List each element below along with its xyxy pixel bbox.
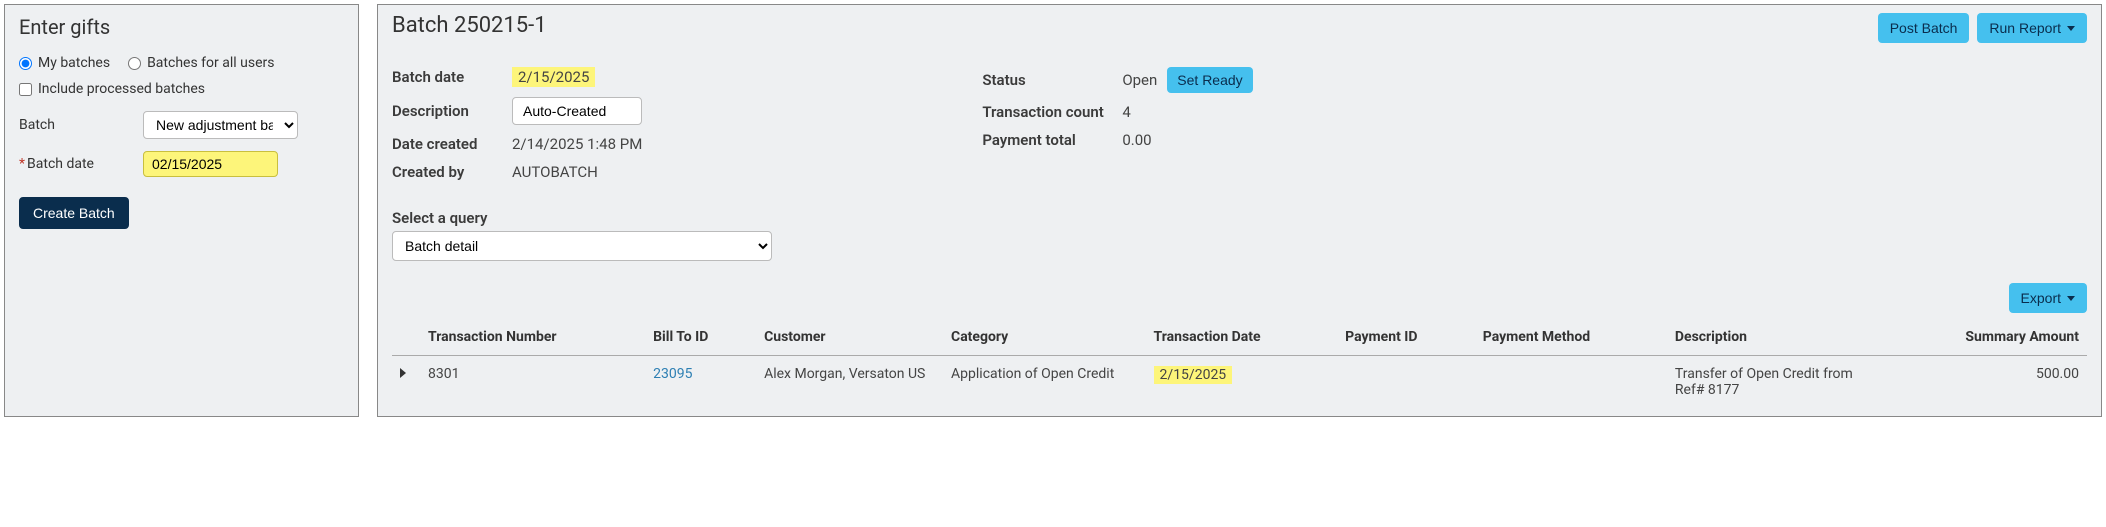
query-select[interactable]: Batch detail <box>392 231 772 261</box>
radio-all-users-label: Batches for all users <box>147 55 274 71</box>
meta-payment-total-label: Payment total <box>982 131 1122 149</box>
export-button[interactable]: Export <box>2009 283 2087 313</box>
meta-description-label: Description <box>392 102 512 120</box>
post-batch-label: Post Batch <box>1890 20 1958 36</box>
cell-customer: Alex Morgan, Versaton US <box>756 356 943 409</box>
table-row: 8301 23095 Alex Morgan, Versaton US Appl… <box>392 356 2087 409</box>
meta-created-by-label: Created by <box>392 163 512 181</box>
meta-payment-total-value: 0.00 <box>1122 131 1151 149</box>
meta-created-by-value: AUTOBATCH <box>512 163 598 181</box>
enter-gifts-title: Enter gifts <box>19 15 344 39</box>
create-batch-button[interactable]: Create Batch <box>19 197 129 229</box>
meta-status-label: Status <box>982 71 1122 89</box>
cell-payment-method <box>1475 356 1667 409</box>
cell-summary-amount: 500.00 <box>1885 356 2087 409</box>
meta-batch-date-value: 2/15/2025 <box>512 67 595 87</box>
meta-date-created-value: 2/14/2025 1:48 PM <box>512 135 642 153</box>
post-batch-button[interactable]: Post Batch <box>1878 13 1970 43</box>
cell-txn-number: 8301 <box>420 356 645 409</box>
th-payment-id: Payment ID <box>1337 321 1475 356</box>
th-payment-method: Payment Method <box>1475 321 1667 356</box>
cell-bill-to-id-link[interactable]: 23095 <box>653 366 692 382</box>
th-txn-date: Transaction Date <box>1146 321 1338 356</box>
radio-my-batches-input[interactable] <box>19 57 32 70</box>
meta-date-created-label: Date created <box>392 135 512 153</box>
query-label: Select a query <box>392 209 2087 227</box>
chevron-down-icon <box>2067 26 2075 31</box>
batch-detail-panel: Batch 250215-1 Post Batch Run Report Bat… <box>377 4 2102 417</box>
include-processed-input[interactable] <box>19 83 32 96</box>
batch-select-label: Batch <box>19 117 143 133</box>
th-category: Category <box>943 321 1146 356</box>
th-txn-number: Transaction Number <box>420 321 645 356</box>
run-report-label: Run Report <box>1989 20 2061 36</box>
th-summary-amount: Summary Amount <box>1885 321 2087 356</box>
include-processed-checkbox[interactable]: Include processed batches <box>19 81 344 97</box>
th-customer: Customer <box>756 321 943 356</box>
transactions-table: Transaction Number Bill To ID Customer C… <box>392 321 2087 408</box>
th-description: Description <box>1667 321 1885 356</box>
set-ready-button[interactable]: Set Ready <box>1167 67 1252 93</box>
radio-my-batches-label: My batches <box>38 55 110 71</box>
meta-batch-date-label: Batch date <box>392 68 512 86</box>
export-label: Export <box>2021 290 2061 306</box>
include-processed-label: Include processed batches <box>38 81 205 97</box>
enter-gifts-panel: Enter gifts My batches Batches for all u… <box>4 4 359 417</box>
meta-status-value: Open <box>1122 71 1157 89</box>
batch-scope-radios: My batches Batches for all users <box>19 55 344 71</box>
chevron-down-icon <box>2067 296 2075 301</box>
radio-all-users-input[interactable] <box>128 57 141 70</box>
cell-payment-id <box>1337 356 1475 409</box>
run-report-button[interactable]: Run Report <box>1977 13 2087 43</box>
batch-date-input[interactable] <box>143 151 278 177</box>
radio-my-batches[interactable]: My batches <box>19 55 110 71</box>
th-bill-to-id: Bill To ID <box>645 321 756 356</box>
radio-all-users[interactable]: Batches for all users <box>128 55 274 71</box>
cell-description: Transfer of Open Credit from Ref# 8177 <box>1667 356 1885 409</box>
cell-category: Application of Open Credit <box>943 356 1146 409</box>
meta-description-input[interactable] <box>512 97 642 125</box>
expand-row-icon[interactable] <box>400 368 406 378</box>
cell-txn-date: 2/15/2025 <box>1154 366 1233 384</box>
batch-select[interactable]: New adjustment batch <box>143 111 298 139</box>
batch-date-label: Batch date <box>19 156 143 172</box>
meta-txn-count-value: 4 <box>1122 103 1130 121</box>
meta-txn-count-label: Transaction count <box>982 103 1122 121</box>
batch-title: Batch 250215-1 <box>392 13 547 38</box>
